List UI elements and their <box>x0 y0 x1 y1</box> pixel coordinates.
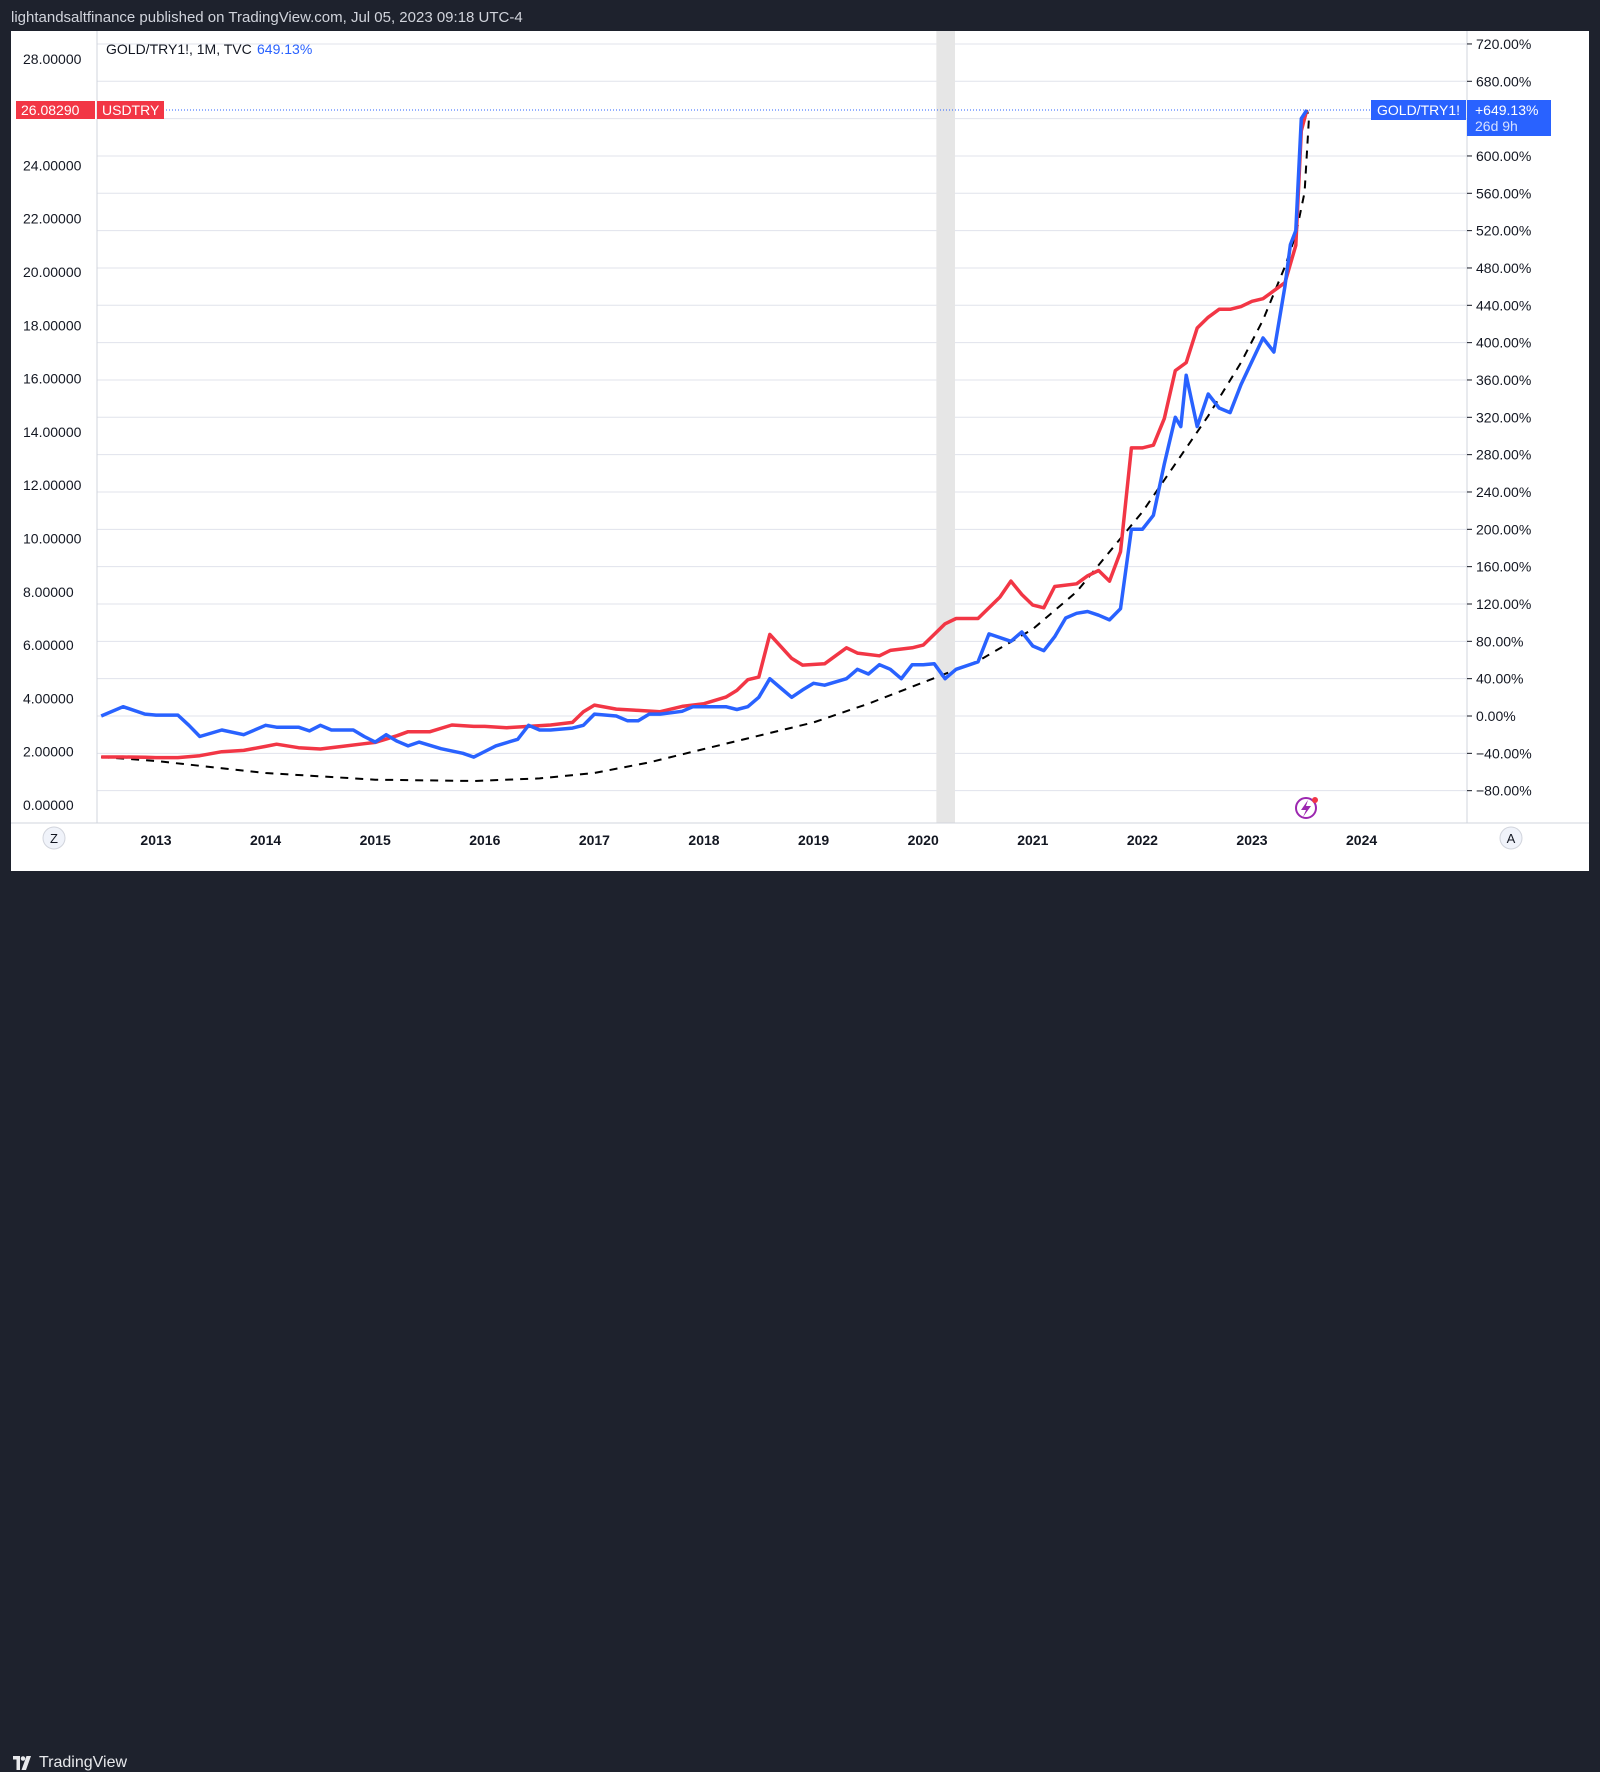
left-tick-label: 18.00000 <box>23 317 82 333</box>
x-tick-label: 2018 <box>688 832 719 848</box>
left-tick-label: 12.00000 <box>23 477 82 493</box>
x-tick-label: 2024 <box>1346 832 1377 848</box>
right-tick-label: 600.00% <box>1476 148 1531 164</box>
right-tick-label: 360.00% <box>1476 372 1531 388</box>
right-tick-label: 0.00% <box>1476 708 1516 724</box>
gold-change-tag <box>1467 100 1551 136</box>
x-tick-label: 2019 <box>798 832 829 848</box>
right-tick-label: 520.00% <box>1476 223 1531 239</box>
right-tick-label: 280.00% <box>1476 447 1531 463</box>
right-tick-label: −40.00% <box>1476 745 1532 761</box>
lightning-bolt <box>1301 800 1311 817</box>
x-tick-label: 2020 <box>908 832 939 848</box>
tradingview-logo-icon <box>13 1756 31 1770</box>
legend-symbol: GOLD/TRY1!, 1M, TVC <box>106 41 252 57</box>
left-tick-label: 24.00000 <box>23 157 82 173</box>
x-tick-label: 2022 <box>1127 832 1158 848</box>
usdtry-line <box>101 109 1309 760</box>
chart-panel: 28.00000 24.00000 22.00000 20.00000 18.00000… <box>11 31 1589 871</box>
x-tick-label: 2015 <box>360 832 391 848</box>
right-tick-label: 440.00% <box>1476 297 1531 313</box>
left-tick-label: 20.00000 <box>23 264 82 280</box>
right-tick-label: 400.00% <box>1476 335 1531 351</box>
auto-scale-label: A <box>1507 831 1516 846</box>
gold-label: GOLD/TRY1! <box>1377 102 1460 118</box>
gold-try-line <box>100 109 1309 759</box>
right-tick-label: 720.00% <box>1476 36 1531 52</box>
right-tick-label: 680.00% <box>1476 73 1531 89</box>
legend-change: 649.13% <box>257 41 312 57</box>
price-chart[interactable]: 28.00000 24.00000 22.00000 20.00000 18.00000… <box>11 31 1589 871</box>
right-tick-label: 120.00% <box>1476 596 1531 612</box>
left-tick-label: 10.00000 <box>23 531 82 547</box>
x-tick-label: 2014 <box>250 832 281 848</box>
badge-dot <box>1312 797 1318 803</box>
usdtry-price-tag <box>16 101 95 119</box>
right-tick-label: 480.00% <box>1476 260 1531 276</box>
right-tick-label: 240.00% <box>1476 484 1531 500</box>
shaded-period <box>936 31 955 823</box>
brand-name: TradingView <box>39 1754 128 1771</box>
gold-label-tag <box>1371 100 1466 120</box>
projection-curve <box>101 109 1311 783</box>
usdtry-price-value: 26.08290 <box>21 102 80 118</box>
left-scale-button[interactable] <box>42 826 66 850</box>
left-axis-ticks: 28.00000 24.00000 22.00000 20.00000 18.00000… <box>23 51 82 813</box>
right-tick-label: 80.00% <box>1476 633 1523 649</box>
left-tick-label: 16.00000 <box>23 371 82 387</box>
gold-change: +649.13% <box>1475 102 1538 118</box>
right-tick-label: 40.00% <box>1476 671 1523 687</box>
grid <box>97 43 1467 792</box>
x-tick-label: 2017 <box>579 832 610 848</box>
left-tick-label: 4.00000 <box>23 690 74 706</box>
right-tick-label: 160.00% <box>1476 559 1531 575</box>
left-tick-label: 2.00000 <box>23 744 74 760</box>
usdtry-label-tag <box>97 101 164 119</box>
right-tick-label: 560.00% <box>1476 185 1531 201</box>
footer-bar: TradingView <box>0 871 1600 1771</box>
publisher-line: lightandsaltfinance published on Trading… <box>11 9 523 26</box>
right-axis-ticks: 720.00% 680.00% 600.00% 560.00% 520.00% 480.0… <box>1467 36 1532 799</box>
left-tick-label: 6.00000 <box>23 637 74 653</box>
left-scale-label: Z <box>50 831 58 846</box>
left-tick-label: 28.00000 <box>23 51 82 67</box>
left-tick-label: 22.00000 <box>23 211 82 227</box>
x-tick-label: 2013 <box>140 832 171 848</box>
right-tick-label: 320.00% <box>1476 409 1531 425</box>
left-tick-label: 14.00000 <box>23 424 82 440</box>
right-tick-label: −80.00% <box>1476 783 1532 799</box>
gold-countdown: 26d 9h <box>1475 118 1518 134</box>
x-tick-label: 2016 <box>469 832 500 848</box>
ideas-badge[interactable] <box>1295 797 1318 819</box>
brand[interactable]: TradingView <box>11 1754 127 1772</box>
left-tick-label: 8.00000 <box>23 584 74 600</box>
time-axis-ticks: 2013 2014 2015 2016 2017 2018 2019 2020 2021 2022… <box>140 832 1377 848</box>
right-tick-label: 200.00% <box>1476 521 1531 537</box>
axes <box>11 31 1589 824</box>
x-tick-label: 2021 <box>1017 832 1048 848</box>
usdtry-label: USDTRY <box>102 102 160 118</box>
auto-scale-button[interactable] <box>1499 826 1523 850</box>
x-tick-label: 2023 <box>1236 832 1267 848</box>
publisher-header: lightandsaltfinance published on Trading… <box>0 0 1600 31</box>
left-tick-label: 0.00000 <box>23 797 74 813</box>
